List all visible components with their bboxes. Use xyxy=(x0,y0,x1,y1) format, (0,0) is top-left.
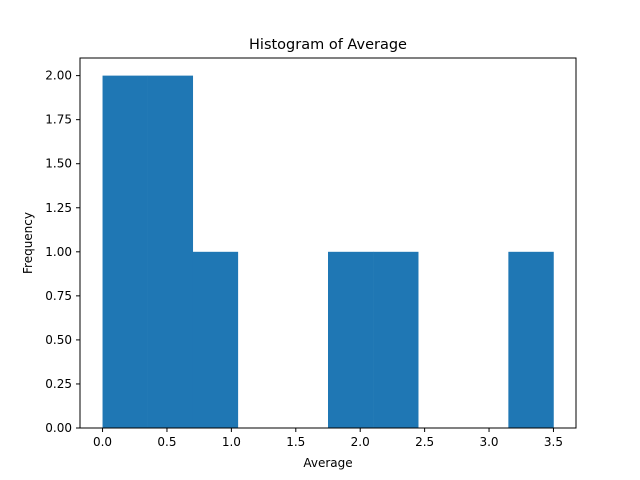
y-tick-label: 0.75 xyxy=(45,289,72,303)
y-tick-label: 1.75 xyxy=(45,113,72,127)
y-tick-label: 1.50 xyxy=(45,157,72,171)
x-tick-label: 0.5 xyxy=(157,435,176,449)
x-tick-label: 0.0 xyxy=(93,435,112,449)
y-tick-label: 0.00 xyxy=(45,421,72,435)
histogram-bar-0 xyxy=(102,75,148,428)
y-tick-label: 2.00 xyxy=(45,69,72,83)
y-tick-label: 1.00 xyxy=(45,245,72,259)
y-tick-label: 0.50 xyxy=(45,333,72,347)
x-axis-ticks: 0.0 0.5 1.0 1.5 2.0 2.5 3.0 3.5 xyxy=(93,428,563,449)
bars-group xyxy=(102,75,554,428)
x-tick-label: 2.0 xyxy=(351,435,370,449)
x-tick-label: 3.5 xyxy=(544,435,563,449)
y-axis-label: Frequency xyxy=(21,212,35,274)
x-tick-label: 2.5 xyxy=(415,435,434,449)
histogram-bar-6 xyxy=(373,251,419,428)
x-tick-label: 1.0 xyxy=(222,435,241,449)
histogram-bar-2 xyxy=(192,251,239,428)
x-tick-label: 3.0 xyxy=(479,435,498,449)
chart-title: Histogram of Average xyxy=(249,37,407,53)
histogram-bar-5 xyxy=(328,251,374,428)
y-axis-ticks: 0.00 0.25 0.50 0.75 1.00 1.25 1.50 1.75 2.00 xyxy=(45,69,80,435)
plot-area-frame xyxy=(79,57,577,429)
x-tick-label: 1.5 xyxy=(286,435,305,449)
x-axis-label: Average xyxy=(303,456,352,470)
y-tick-label: 1.25 xyxy=(45,201,72,215)
histogram-bar-1 xyxy=(147,75,194,428)
histogram-bar-9 xyxy=(508,251,554,428)
y-tick-label: 0.25 xyxy=(45,377,72,391)
